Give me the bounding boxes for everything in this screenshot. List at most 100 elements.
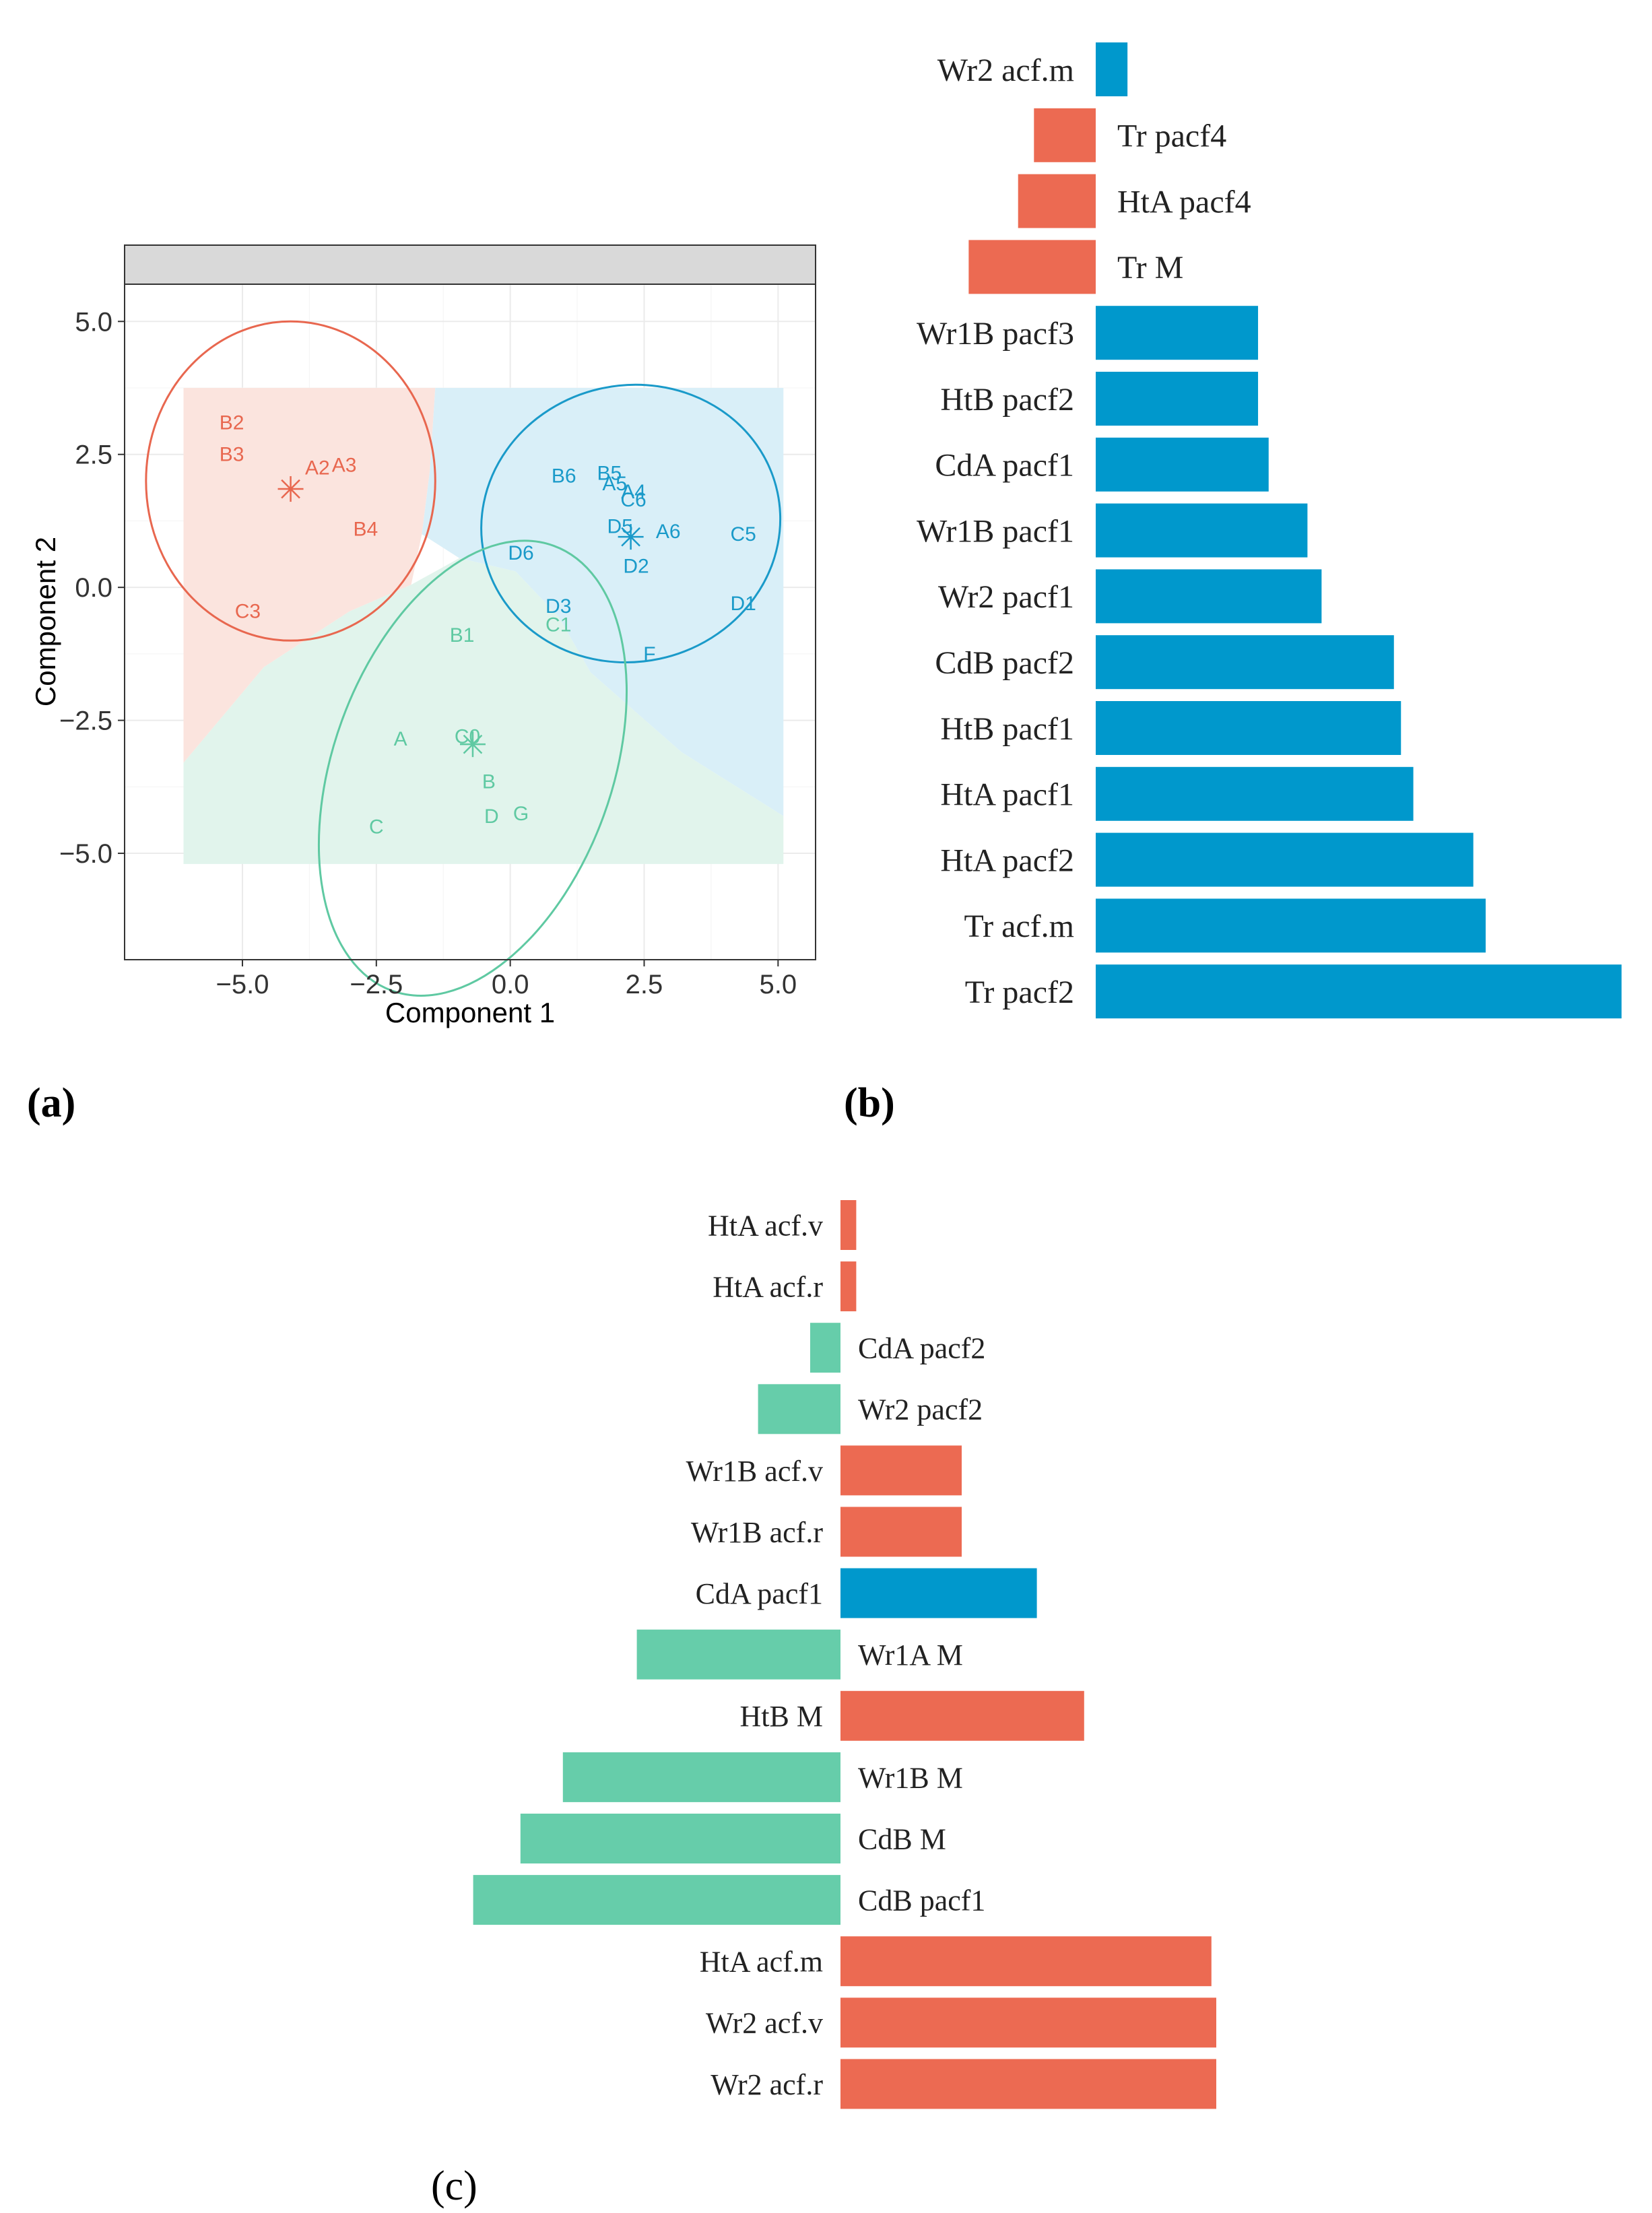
centroid-red [277,476,304,502]
x-tick-label: 5.0 [760,970,797,999]
bar-label: HtA pacf4 [1117,184,1251,220]
bar [1096,437,1269,492]
x-tick-label: −5.0 [216,970,269,999]
centroid-blue [618,524,644,550]
bar-label: Tr pacf2 [965,975,1074,1010]
point-label: D2 [623,556,649,578]
bar-label: CdB pacf1 [858,1884,985,1917]
region-blue [422,388,784,816]
bar-label: HtA pacf2 [940,843,1074,878]
point-label: A3 [332,455,357,477]
point-label: B3 [220,444,244,466]
bar-label: Wr1B pacf3 [917,316,1074,352]
point-label: D6 [508,542,533,564]
region-red [183,388,436,763]
bar [840,1690,1084,1741]
bar-label: CdB M [858,1822,946,1855]
bar [968,240,1096,294]
bar-label: Wr2 acf.v [706,2007,823,2040]
point-label: C1 [546,614,571,636]
bar-label: HtA acf.r [713,1271,823,1304]
bar-label: HtA acf.m [700,1946,823,1979]
x-axis-label: Component 1 [385,997,555,1028]
bar-label: HtA acf.v [708,1209,823,1242]
facet-strip [124,244,816,285]
bar [562,1752,840,1802]
panel-label-c: (c) [431,2163,477,2209]
point-label: D1 [730,593,756,615]
y-axis-label: Component 2 [30,537,61,706]
bar [1096,503,1308,558]
y-tick-label: 5.0 [75,307,112,337]
y-tick-label: −2.5 [59,706,112,736]
point-label: D3 [546,595,571,618]
bar [810,1323,840,1373]
bar [473,1875,840,1925]
plot-border [124,284,816,960]
bar [1096,701,1401,755]
point-label: A4 [621,481,646,503]
bar-label: Wr1B M [858,1761,963,1794]
bar [1096,898,1486,953]
bar-label: HtB M [740,1700,823,1733]
bar-label: Wr1A M [858,1639,963,1672]
cluster-centroids [277,476,644,758]
bar-label: Wr1B acf.r [691,1516,823,1549]
point-label: B2 [220,411,244,434]
bar [636,1629,840,1680]
point-label: C3 [235,601,261,623]
bar [520,1814,840,1863]
point-label: A5 [602,473,627,495]
bar [840,1936,1212,1987]
point-label: B6 [552,465,576,487]
ellipse-green [317,539,628,997]
point-label: D5 [607,515,633,537]
bar-label: Tr pacf4 [1117,119,1226,154]
bar [1096,964,1622,1019]
point-label: B [482,770,496,793]
bar [840,1568,1037,1618]
bar-label: Tr acf.m [964,909,1074,944]
point-label: F [643,643,655,665]
centroid-green [459,731,486,758]
bar-label: CdB pacf2 [935,645,1074,681]
bar [840,1200,857,1250]
bar [1096,569,1322,624]
bar [1096,306,1259,360]
point-label: C5 [730,523,756,546]
bar-label: CdA pacf1 [935,448,1074,484]
point-label: C6 [620,489,646,511]
bar [758,1384,840,1434]
panel-b-bar-chart: Wr2 acf.m Tr pacf4 HtA pacf4 Tr M Wr1B pacf3… [917,42,1622,1019]
bar-label: Wr2 pacf1 [938,579,1074,615]
point-label: A [394,728,407,750]
bar [1096,766,1414,821]
point-label: B4 [354,518,378,540]
point-label: A6 [656,521,681,543]
bar-label: HtB pacf2 [940,382,1074,418]
bar-label: Wr1B pacf1 [917,513,1074,549]
bar-label: Wr2 acf.m [937,53,1074,88]
point-label: D [484,805,499,828]
point-label: A2 [305,457,330,479]
region-green [183,558,784,864]
panel-label-b: (b) [844,1080,895,1126]
y-tick-label: 0.0 [75,573,112,603]
point-label: C [369,816,384,838]
ellipse-blue [480,383,782,664]
cluster-regions [183,388,784,864]
point-label: B1 [450,624,475,647]
bar-label: HtB pacf1 [940,711,1074,747]
bar [1018,174,1096,228]
cluster-ellipses [145,320,782,997]
bar [1034,108,1096,162]
point-label: B5 [597,462,622,484]
x-tick-label: −2.5 [350,970,403,999]
panel-c-bar-chart: HtA acf.v HtA acf.r CdA pacf2 Wr2 pacf2 Wr1B… [473,1200,1216,2109]
bar-label: Wr2 pacf2 [858,1393,983,1426]
bar [840,1445,962,1496]
bar [840,1507,962,1557]
